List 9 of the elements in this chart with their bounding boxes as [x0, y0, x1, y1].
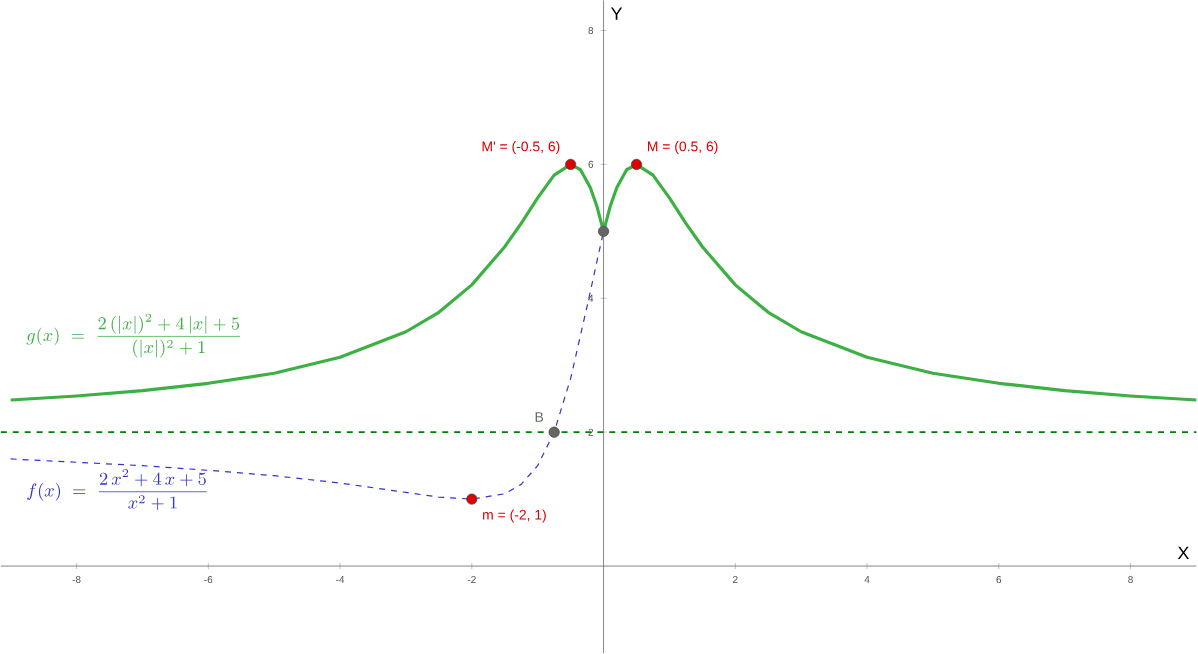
point: [548, 426, 560, 438]
x-axis-title: X: [1177, 546, 1190, 560]
point: [466, 493, 478, 505]
series-label: $g(x) \;=\; \frac{2\,(|x|)^{2}+4\,|x|+5}{(|x|)^{2}+1}$: [26, 313, 241, 358]
series-label: $f(x) \;=\; \frac{2\,x^{2}+4\,x+5}{x^{2}+1}$: [27, 469, 207, 511]
y-axis-title: Y: [610, 7, 623, 20]
point: [597, 226, 610, 238]
point: [630, 159, 643, 171]
point: [565, 159, 577, 171]
